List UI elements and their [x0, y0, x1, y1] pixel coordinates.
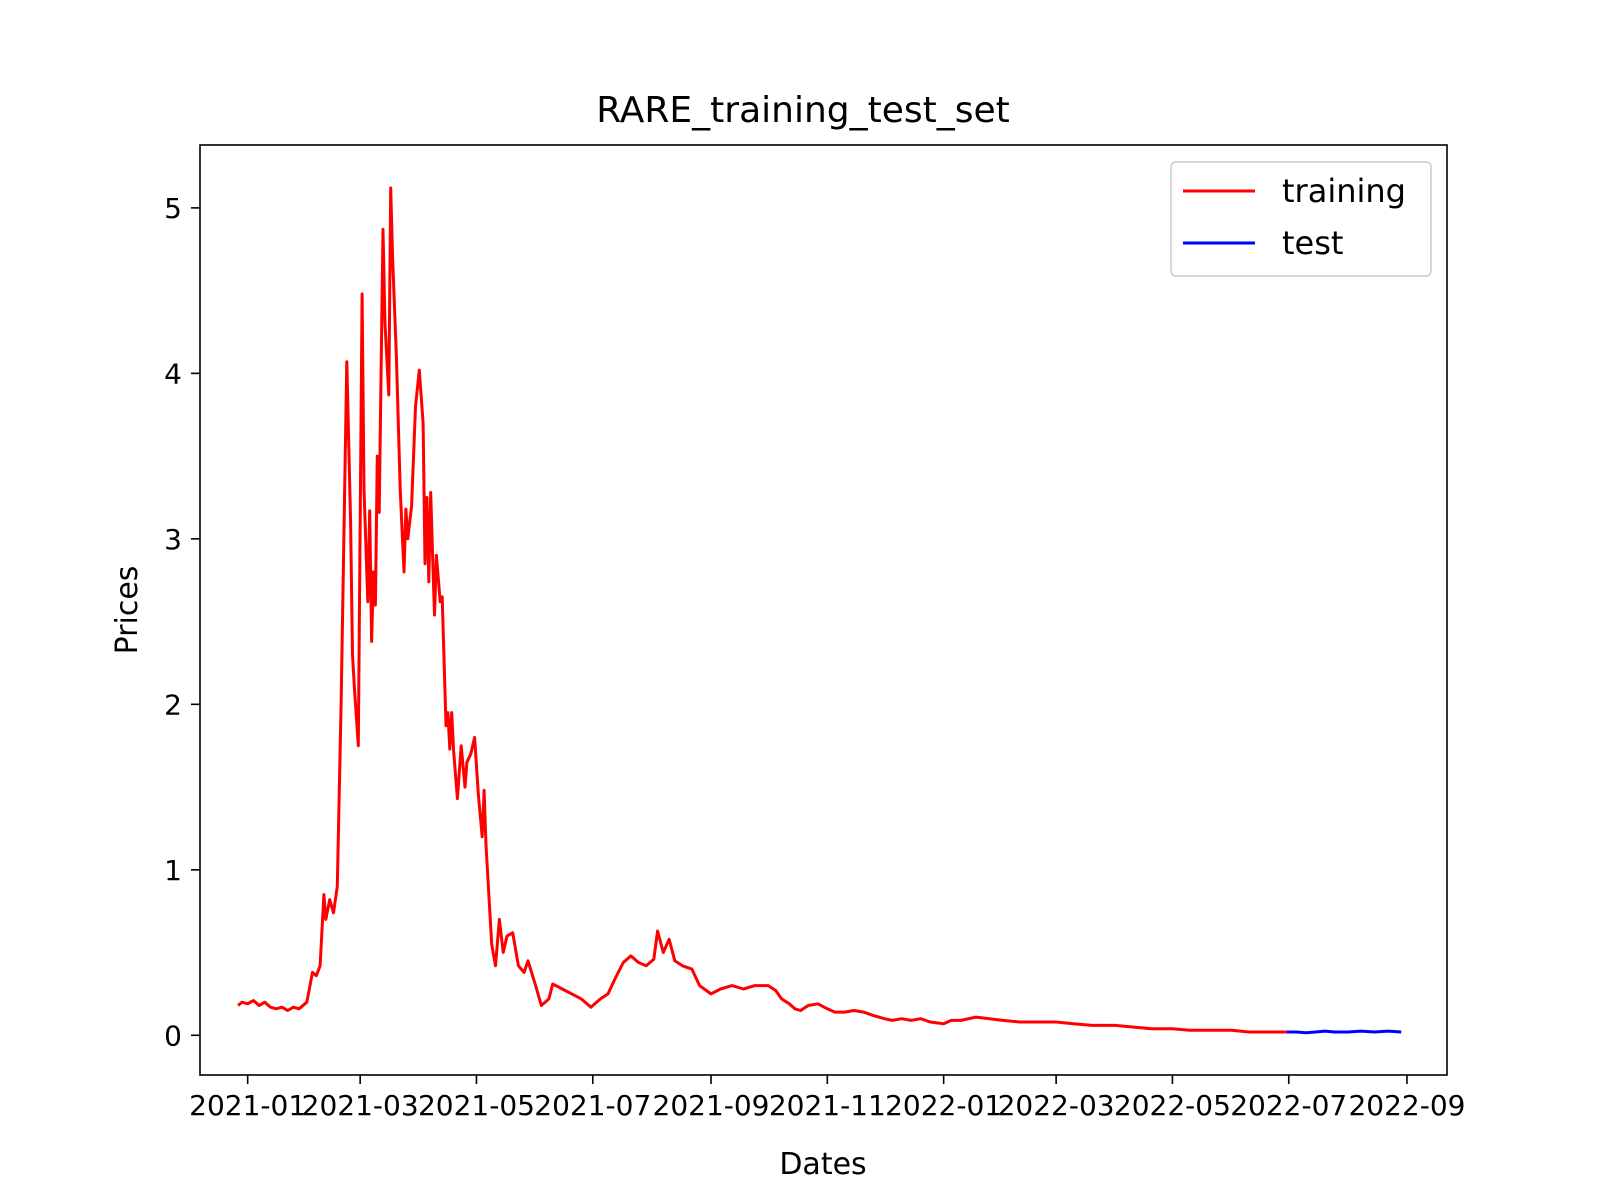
- x-tick-label: 2021-11: [769, 1089, 886, 1122]
- y-tick-label: 4: [164, 357, 182, 390]
- x-tick-label: 2022-03: [998, 1089, 1115, 1122]
- plot-lines: [237, 186, 1402, 1035]
- y-tick-label: 5: [164, 192, 182, 225]
- x-tick-label: 2022-09: [1348, 1089, 1465, 1122]
- legend-label-test: test: [1282, 224, 1343, 262]
- x-tick-label: 2021-07: [534, 1089, 651, 1122]
- chart-title: RARE_training_test_set: [596, 90, 1010, 131]
- x-tick-label: 2021-01: [189, 1089, 306, 1122]
- y-tick-label: 1: [164, 854, 182, 887]
- x-axis-label: Dates: [779, 1147, 866, 1182]
- x-tick-label: 2021-05: [418, 1089, 535, 1122]
- series-line-training: [237, 186, 1287, 1034]
- y-tick-label: 3: [164, 523, 182, 556]
- x-tick-label: 2021-09: [653, 1089, 770, 1122]
- y-tick-label: 0: [164, 1019, 182, 1052]
- y-axis-label: Prices: [110, 566, 145, 655]
- x-tick-label: 2021-03: [302, 1089, 419, 1122]
- y-axis: 0 1 2 3 4 5: [164, 192, 200, 1052]
- x-tick-label: 2022-01: [885, 1089, 1002, 1122]
- x-tick-label: 2022-05: [1114, 1089, 1231, 1122]
- legend-label-training: training: [1282, 172, 1406, 210]
- legend: training test: [1170, 161, 1432, 277]
- y-tick-label: 2: [164, 688, 182, 721]
- x-tick-label: 2022-07: [1230, 1089, 1347, 1122]
- plot-frame: [199, 144, 1448, 1076]
- series-line-test: [1286, 1029, 1402, 1035]
